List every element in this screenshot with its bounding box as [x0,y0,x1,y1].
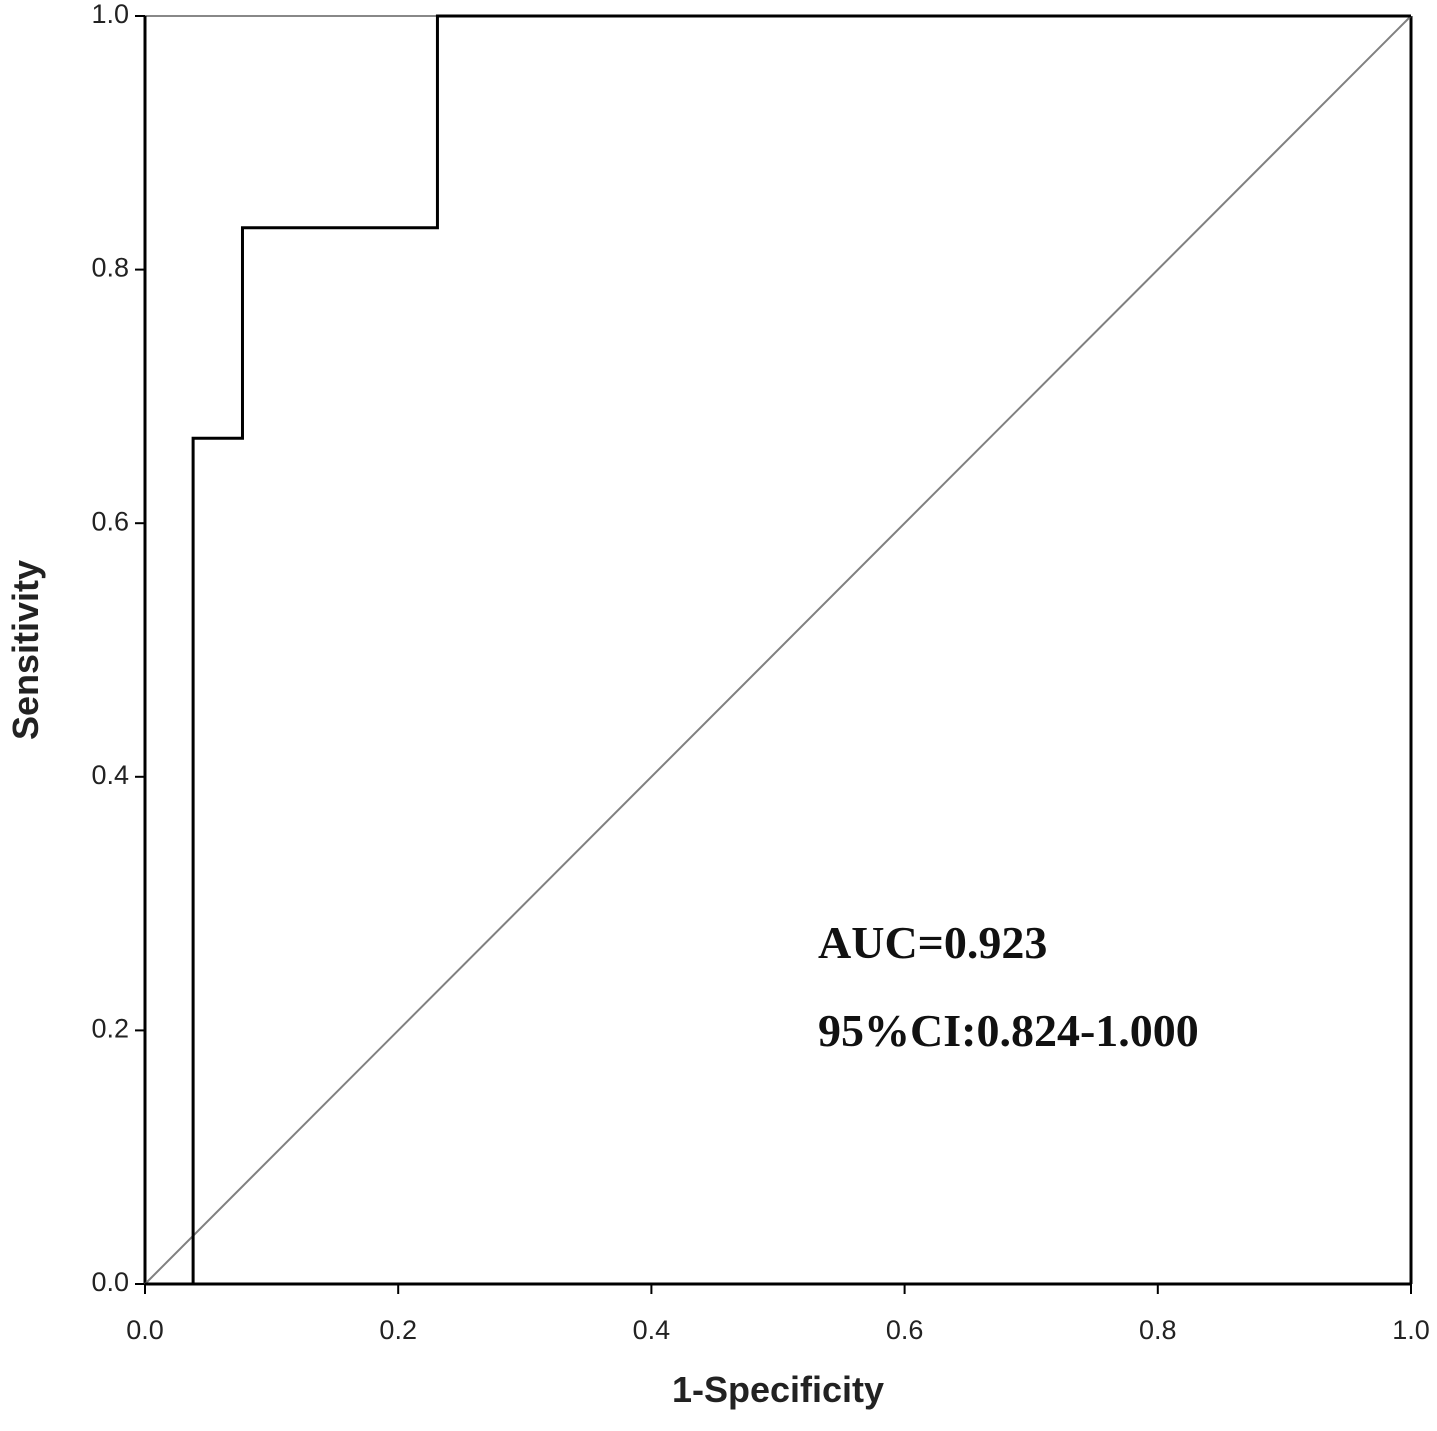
annotation: 95%CI:0.824-1.000 [818,1005,1199,1056]
y-axis-title: Sensitivity [5,560,46,740]
x-axis-title: 1-Specificity [672,1369,884,1410]
x-tick-label: 0.4 [633,1315,671,1345]
y-tick-label: 0.4 [91,760,129,790]
annotation: AUC=0.923 [818,917,1047,968]
reference-line [144,15,1412,1285]
x-tick-label: 0.2 [379,1315,417,1345]
y-tick-label: 0.0 [91,1267,129,1297]
y-tick-label: 0.8 [91,253,129,283]
y-tick-label: 1.0 [91,0,129,29]
x-tick-label: 0.8 [1139,1315,1177,1345]
x-tick-label: 0.0 [126,1315,164,1345]
x-tick-label: 1.0 [1392,1315,1430,1345]
y-tick-label: 0.2 [91,1014,129,1044]
y-tick-label: 0.6 [91,506,129,536]
x-tick-label: 0.6 [886,1315,924,1345]
roc-curve [145,14,1411,1286]
